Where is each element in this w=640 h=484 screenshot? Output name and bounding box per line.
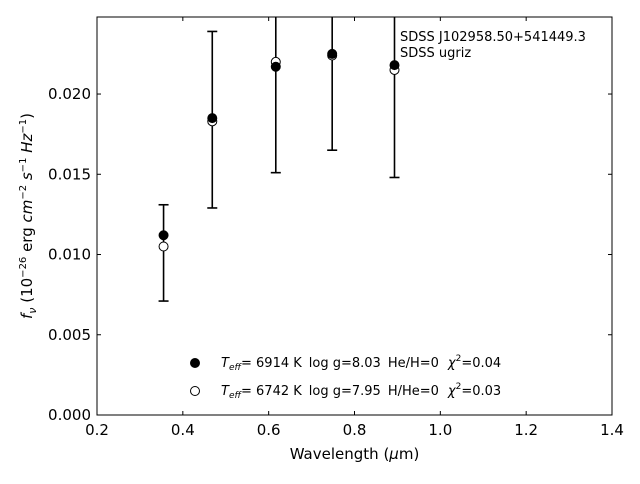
marker-filled-point	[327, 48, 338, 59]
marker-filled-point	[389, 60, 400, 71]
marker-filled-point	[207, 113, 218, 124]
annotation-photometry: SDSS ugriz	[400, 46, 471, 61]
x-axis-title: Wavelength (μm)	[290, 445, 420, 463]
legend-marker-open	[190, 386, 200, 396]
axis-tick-labels: 0.2 0.4 0.6 0.8 1.0 1.2 1.4 0.000 0.005 0.010 0.01…	[48, 85, 624, 439]
legend-marker-filled	[190, 358, 200, 368]
annotation-object-name: SDSS J102958.50+541449.3	[400, 30, 586, 45]
marker-filled-point	[158, 230, 169, 241]
y-tick-label: 0.010	[48, 246, 91, 264]
y-tick-label: 0.000	[48, 406, 91, 424]
x-tick-label: 1.0	[428, 421, 452, 439]
x-tick-label: 1.4	[600, 421, 624, 439]
axis-ticks	[96, 17, 613, 416]
x-tick-label: 1.2	[514, 421, 538, 439]
y-tick-label: 0.020	[48, 85, 91, 103]
y-tick-label: 0.015	[48, 165, 91, 183]
x-tick-label: 0.6	[257, 421, 281, 439]
y-tick-label: 0.005	[48, 326, 91, 344]
marker-open-point	[158, 241, 169, 252]
marker-filled-point	[270, 61, 281, 72]
data-markers	[158, 48, 400, 252]
error-bars	[158, 17, 400, 302]
x-tick-label: 0.8	[343, 421, 367, 439]
y-axis-title: fν (10−26 erg cm−2 s−1 Hz−1)	[18, 113, 39, 319]
x-tick-label: 0.4	[171, 421, 195, 439]
x-tick-label: 0.2	[85, 421, 109, 439]
